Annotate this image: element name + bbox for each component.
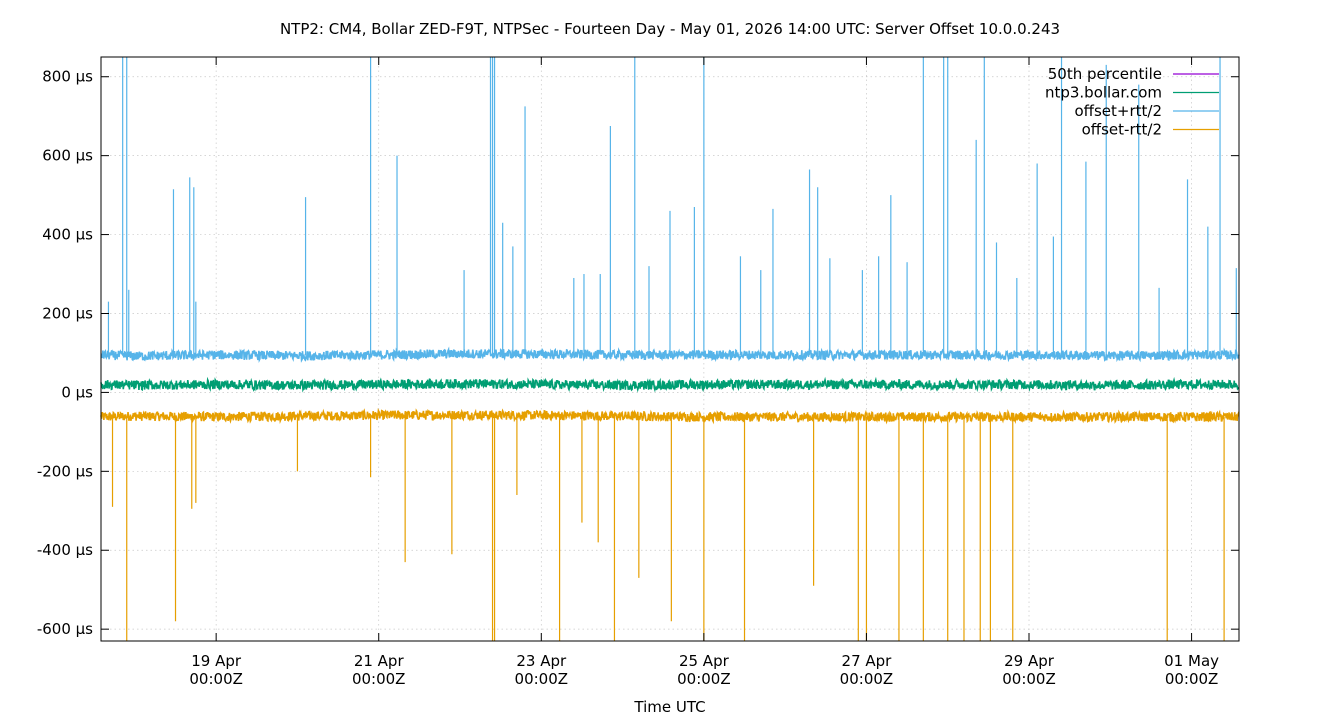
x-tick-label-date: 27 Apr: [842, 652, 893, 670]
legend-label: offset-rtt/2: [1082, 121, 1162, 139]
plot-frame: [100, 56, 1240, 642]
y-tick-label: 600 µs: [42, 147, 93, 165]
x-tick-label-time: 00:00Z: [189, 670, 243, 688]
plot-area: [100, 57, 1240, 641]
x-axis-label: Time UTC: [633, 698, 705, 716]
series-line: [100, 376, 1240, 393]
x-tick-label-date: 19 Apr: [191, 652, 242, 670]
series-offset-rtt-2: [100, 57, 1240, 363]
y-tick-label: -200 µs: [37, 462, 93, 480]
series-line: [100, 407, 1240, 425]
y-axis: 800 µs 600 µs 400 µs 200 µs 0 µs -200 µs -400 …: [37, 68, 1239, 638]
x-tick-label-time: 00:00Z: [677, 670, 731, 688]
x-tick-label-time: 00:00Z: [1165, 670, 1219, 688]
series-ntp3-bollar-com: [100, 376, 1240, 393]
grid-lines: [101, 57, 1239, 641]
x-tick-label-date: 21 Apr: [354, 652, 405, 670]
legend-label: 50th percentile: [1048, 65, 1162, 83]
y-tick-label: -600 µs: [37, 620, 93, 638]
legend: 50th percentilentp3.bollar.comoffset+rtt…: [1045, 65, 1219, 139]
x-tick-label-time: 00:00Z: [1002, 670, 1056, 688]
legend-label: offset+rtt/2: [1074, 102, 1162, 120]
chart-title: NTP2: CM4, Bollar ZED-F9T, NTPSec - Four…: [280, 20, 1060, 38]
x-tick-label-time: 00:00Z: [515, 670, 569, 688]
y-tick-label: 800 µs: [42, 68, 93, 86]
y-tick-label: 0 µs: [61, 383, 93, 401]
y-tick-label: 400 µs: [42, 226, 93, 244]
x-tick-label-date: 25 Apr: [679, 652, 730, 670]
y-tick-label: -400 µs: [37, 541, 93, 559]
x-tick-label-time: 00:00Z: [840, 670, 894, 688]
x-tick-label-date: 01 May: [1164, 652, 1219, 670]
legend-label: ntp3.bollar.com: [1045, 84, 1162, 102]
x-tick-label-time: 00:00Z: [352, 670, 406, 688]
x-tick-label-date: 29 Apr: [1004, 652, 1055, 670]
series-offset-rtt-2: [100, 407, 1240, 641]
x-tick-label-date: 23 Apr: [516, 652, 567, 670]
y-tick-label: 200 µs: [42, 304, 93, 322]
